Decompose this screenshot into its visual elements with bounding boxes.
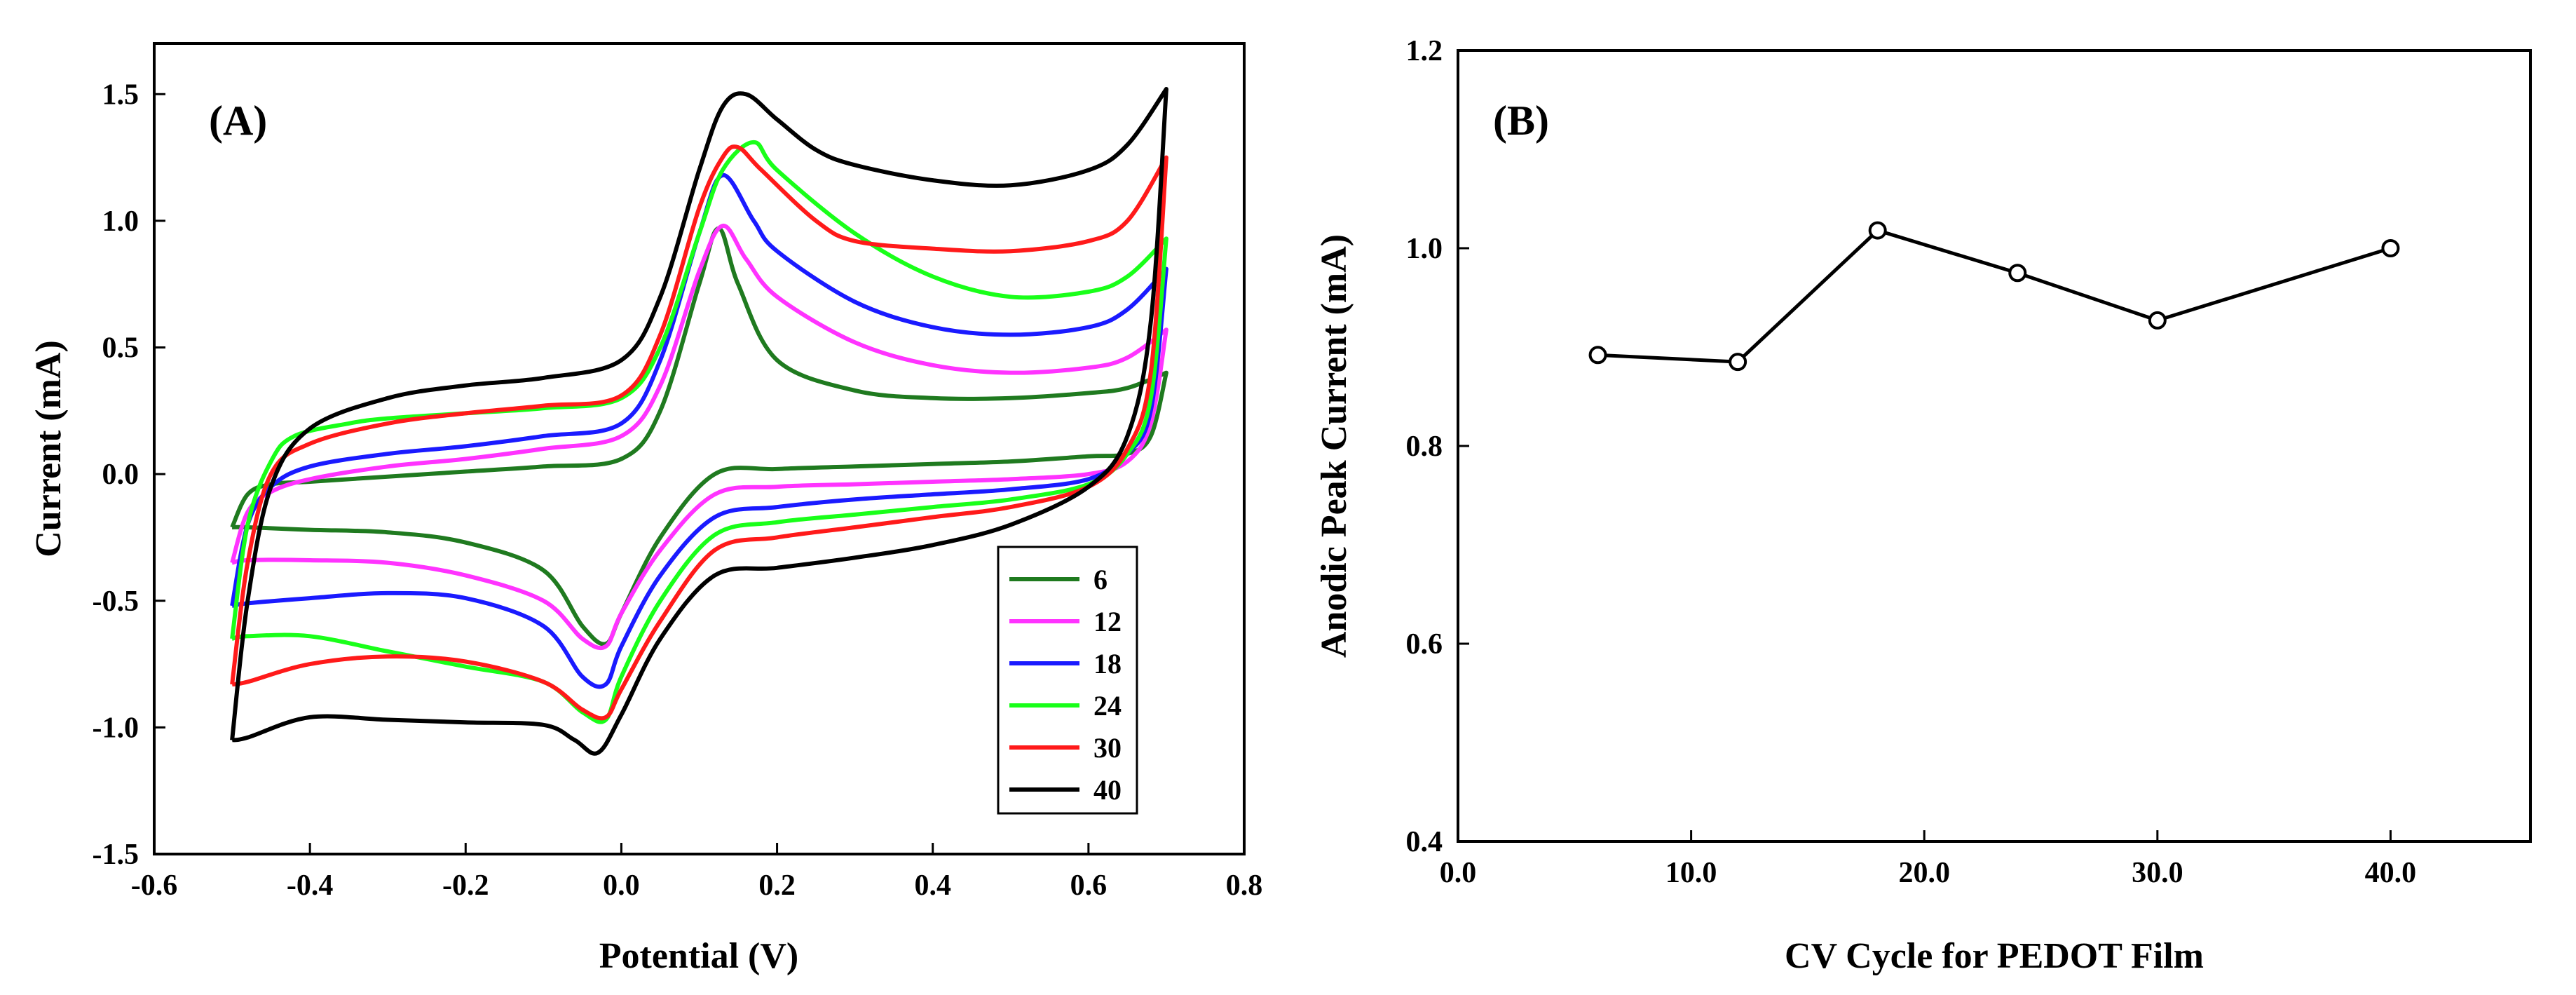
cv-curve-6 bbox=[230, 226, 1168, 647]
chart-b-y-tick-label: 0.8 bbox=[1406, 431, 1443, 463]
cv-curve-18 bbox=[230, 172, 1168, 689]
chart-a-curves bbox=[230, 87, 1168, 756]
legend-label-18: 18 bbox=[1093, 648, 1122, 679]
chart-b-y-axis-label: Anodic Peak Current (mA) bbox=[1314, 234, 1354, 658]
chart-a-x-axis-label: Potential (V) bbox=[599, 936, 798, 976]
legend-label-24: 24 bbox=[1093, 690, 1122, 722]
chart-b-x-axis-label: CV Cycle for PEDOT Film bbox=[1785, 936, 2204, 976]
chart-b-panel-label: (B) bbox=[1493, 97, 1549, 144]
chart-a-y-tick-label: 0.0 bbox=[102, 459, 139, 491]
chart-b-point-12 bbox=[1729, 353, 1747, 372]
chart-a-x-tick-label: -0.4 bbox=[287, 869, 334, 902]
chart-a-y-tick-label: -1.0 bbox=[93, 712, 139, 744]
chart-b-x-tick-label: 40.0 bbox=[2365, 857, 2417, 889]
chart-b-y-tick-label: 1.0 bbox=[1406, 233, 1443, 265]
legend-label-30: 30 bbox=[1093, 732, 1122, 764]
chart-a: -0.6 -0.4 -0.2 0.0 0.2 0.4 0.6 0.8 -1.5 -1.0 -0.5 0… bbox=[29, 42, 1263, 976]
chart-a-plot-frame bbox=[153, 42, 1246, 855]
cv-curve-30 bbox=[230, 144, 1168, 721]
chart-b-plot-frame bbox=[1457, 49, 2532, 843]
chart-a-ticks: -0.6 -0.4 -0.2 0.0 0.2 0.4 0.6 0.8 -1.5 -1.0 -0.5 0… bbox=[93, 79, 1263, 902]
chart-b-y-tick-label: 0.6 bbox=[1406, 628, 1443, 661]
chart-a-x-tick-label: 0.6 bbox=[1070, 869, 1108, 902]
chart-a-y-tick-label: 0.5 bbox=[102, 332, 139, 365]
chart-a-y-tick-label: 1.5 bbox=[102, 79, 139, 111]
chart-b-point-30 bbox=[2148, 311, 2167, 330]
legend-box bbox=[997, 546, 1138, 815]
chart-b-ticks: 0.0 10.0 20.0 30.0 40.0 0.4 0.6 0.8 1.0 1.2 bbox=[1406, 35, 2417, 889]
chart-b-point-6 bbox=[1588, 346, 1607, 365]
chart-a-legend: 6 12 18 24 30 40 bbox=[997, 546, 1138, 815]
chart-b-series-line bbox=[1597, 228, 2392, 364]
chart-b-series bbox=[1588, 221, 2400, 372]
chart-b-y-tick-label: 1.2 bbox=[1406, 35, 1443, 67]
chart-a-x-tick-label: -0.6 bbox=[131, 869, 178, 902]
chart-a-y-axis-label: Current (mA) bbox=[29, 340, 69, 557]
legend-label-40: 40 bbox=[1093, 774, 1122, 806]
legend-label-12: 12 bbox=[1093, 606, 1122, 637]
cv-curve-12 bbox=[230, 224, 1168, 651]
cv-curve-40 bbox=[230, 87, 1168, 756]
chart-a-y-tick-label: 1.0 bbox=[102, 205, 139, 238]
chart-a-x-tick-label: 0.4 bbox=[914, 869, 951, 902]
chart-a-panel-label: (A) bbox=[209, 97, 267, 144]
chart-a-x-tick-label: 0.2 bbox=[758, 869, 796, 902]
chart-b-x-tick-label: 20.0 bbox=[1898, 857, 1950, 889]
chart-b-point-18 bbox=[1868, 221, 1887, 240]
chart-a-x-tick-label: 0.0 bbox=[603, 869, 640, 902]
chart-b-x-tick-label: 30.0 bbox=[2132, 857, 2183, 889]
chart-b-x-tick-label: 0.0 bbox=[1440, 857, 1477, 889]
chart-a-x-tick-label: 0.8 bbox=[1226, 869, 1263, 902]
chart-a-y-tick-label: -0.5 bbox=[93, 586, 139, 618]
chart-b-point-24 bbox=[2008, 264, 2027, 283]
chart-a-x-tick-label: -0.2 bbox=[442, 869, 489, 902]
chart-b-point-40 bbox=[2381, 239, 2400, 257]
chart-b: 0.0 10.0 20.0 30.0 40.0 0.4 0.6 0.8 1.0 1.2 (B) C… bbox=[1314, 35, 2532, 976]
legend-label-6: 6 bbox=[1093, 564, 1108, 595]
chart-a-y-tick-label: -1.5 bbox=[93, 839, 139, 871]
chart-b-x-tick-label: 10.0 bbox=[1665, 857, 1717, 889]
chart-b-y-tick-label: 0.4 bbox=[1406, 826, 1443, 858]
